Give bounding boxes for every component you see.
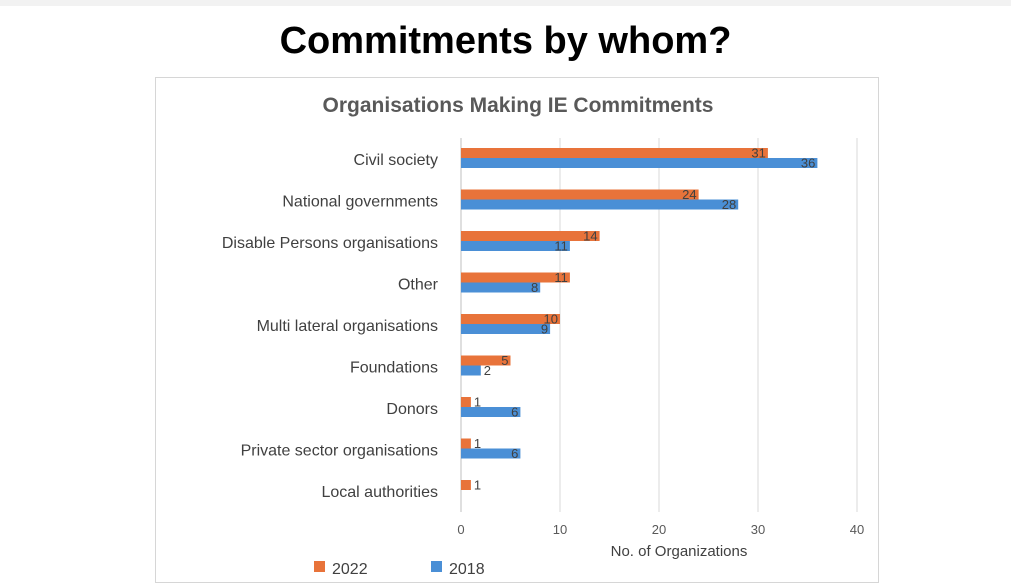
category-label: Multi lateral organisations bbox=[257, 318, 438, 335]
category-label: Private sector organisations bbox=[241, 443, 438, 460]
bar-2018 bbox=[461, 365, 481, 376]
bar-2022 bbox=[461, 189, 699, 200]
bar-2022 bbox=[461, 231, 600, 241]
data-label: 1 bbox=[474, 478, 481, 493]
slide-title: Commitments by whom? bbox=[279, 20, 732, 62]
bar-2022 bbox=[461, 397, 471, 407]
category-label: Donors bbox=[386, 401, 438, 418]
bar-2022 bbox=[461, 355, 511, 366]
data-label: 9 bbox=[541, 322, 548, 337]
legend: 2022 2018 bbox=[314, 561, 485, 578]
data-label: 10 bbox=[544, 312, 558, 327]
bar-2018 bbox=[461, 241, 570, 251]
category-labels: Civil society National governments Disable… bbox=[222, 152, 439, 501]
bar-2022 bbox=[461, 438, 471, 449]
bar-2018 bbox=[461, 407, 521, 417]
data-label: 36 bbox=[801, 156, 815, 171]
data-label: 6 bbox=[511, 446, 518, 461]
data-label: 2 bbox=[484, 363, 491, 378]
category-label: Disable Persons organisations bbox=[222, 235, 438, 252]
data-label: 14 bbox=[583, 229, 597, 244]
top-strip bbox=[0, 0, 1011, 6]
x-tick-label: 20 bbox=[652, 522, 666, 537]
bar-2022 bbox=[461, 148, 768, 158]
category-label: Foundations bbox=[350, 360, 438, 377]
data-label: 11 bbox=[554, 270, 568, 285]
bar-2018 bbox=[461, 448, 521, 459]
x-tick-label: 0 bbox=[457, 522, 464, 537]
legend-swatch-2022 bbox=[314, 561, 325, 572]
legend-label: 2018 bbox=[449, 561, 485, 578]
category-label: Local authorities bbox=[321, 484, 438, 501]
x-tick-label: 40 bbox=[850, 522, 864, 537]
bar-2018 bbox=[461, 282, 541, 293]
x-tick-label: 30 bbox=[751, 522, 765, 537]
legend-swatch-2018 bbox=[431, 561, 442, 572]
chart-title: Organisations Making IE Commitments bbox=[323, 94, 714, 117]
x-axis-label: No. of Organizations bbox=[611, 543, 748, 560]
data-label: 6 bbox=[511, 405, 518, 420]
category-label: Other bbox=[398, 277, 439, 294]
bar-2018 bbox=[461, 324, 551, 334]
bars: 31 36 24 28 14 11 11 8 109 52 1 6 1 6 1 bbox=[461, 146, 818, 493]
data-label: 8 bbox=[531, 280, 538, 295]
bar-2018 bbox=[461, 158, 818, 168]
data-label: 1 bbox=[474, 436, 481, 451]
data-label: 11 bbox=[554, 239, 568, 254]
bar-2022 bbox=[461, 314, 560, 324]
data-label: 5 bbox=[501, 353, 508, 368]
data-label: 31 bbox=[751, 146, 765, 161]
x-tick-labels: 0 10 20 30 40 bbox=[457, 522, 864, 537]
data-label: 1 bbox=[474, 395, 481, 410]
data-label: 24 bbox=[682, 187, 696, 202]
data-label: 28 bbox=[722, 197, 736, 212]
bar-2022 bbox=[461, 272, 570, 283]
category-label: National governments bbox=[282, 194, 438, 211]
bar-2018 bbox=[461, 199, 739, 210]
legend-label: 2022 bbox=[332, 561, 368, 578]
bar-2022 bbox=[461, 480, 471, 490]
x-tick-label: 10 bbox=[553, 522, 567, 537]
category-label: Civil society bbox=[354, 152, 438, 169]
